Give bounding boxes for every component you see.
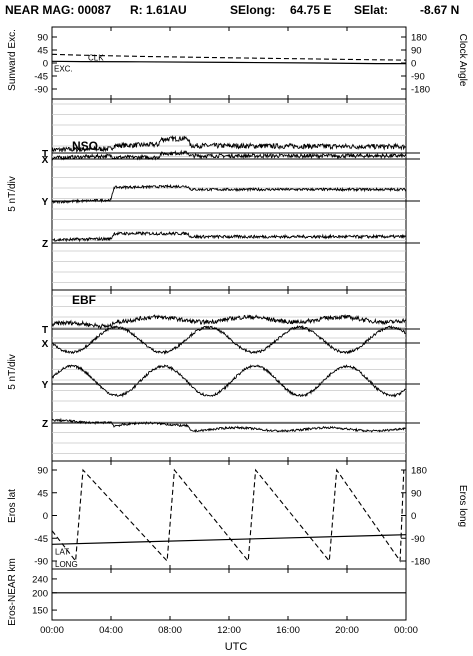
ebf-trace-t bbox=[51, 314, 407, 329]
eros-y-tick-label: 90 bbox=[37, 466, 48, 477]
nso-trace-z bbox=[51, 230, 407, 243]
eros-series-long bbox=[51, 468, 406, 563]
ebf-ylabel: 5 nT/div bbox=[7, 354, 18, 390]
long-series-label: LONG bbox=[55, 560, 78, 569]
nso-component-y: Y bbox=[42, 197, 49, 208]
angles-series-exc bbox=[51, 60, 406, 65]
eros-frame bbox=[51, 460, 407, 570]
title-selong-label: SElong: bbox=[230, 3, 275, 17]
ebf-component-t: T bbox=[42, 325, 48, 336]
angles-y-tick-label: 45 bbox=[37, 46, 48, 57]
title-selat-value: -8.67 N bbox=[420, 3, 459, 17]
angles-y-tick-label: -45 bbox=[34, 72, 48, 83]
ebf-frame bbox=[51, 289, 407, 462]
plot-area: 00:00 04:00 08:00 12:00 16:00 20:00 00:00 90 45 0… bbox=[32, 26, 430, 636]
angles-ylabel: Sunward Exc. bbox=[7, 29, 18, 91]
title-spacecraft: NEAR MAG: 00087 bbox=[5, 3, 111, 17]
distance-y-tick-label: 150 bbox=[32, 606, 48, 617]
angles-y-tick-label: 0 bbox=[43, 59, 48, 70]
ebf-trace-y bbox=[51, 364, 406, 398]
eros-y-tick-label: -90 bbox=[34, 557, 48, 568]
ebf-component-z: Z bbox=[42, 419, 48, 430]
angles-y2-tick-label: -90 bbox=[411, 72, 425, 83]
distance-y-tick-label: 200 bbox=[32, 588, 48, 599]
x-tick-label: 00:00 bbox=[40, 625, 64, 636]
ebf-component-y: Y bbox=[42, 380, 49, 391]
nso-component-t: T bbox=[42, 149, 48, 160]
eros-ylabel-right: Eros long bbox=[457, 485, 468, 527]
x-tick-label: 16:00 bbox=[276, 625, 300, 636]
x-axis-label: UTC bbox=[225, 641, 248, 653]
eros-ylabel: Eros lat bbox=[7, 489, 18, 523]
lat-series-label: LAT bbox=[55, 547, 69, 556]
angles-ylabel-right: Clock Angle bbox=[457, 34, 468, 87]
eros-y-tick-label: 0 bbox=[43, 511, 48, 522]
angles-y2-tick-label: 90 bbox=[411, 46, 422, 57]
ebf-trace-z bbox=[51, 417, 407, 433]
eros-y2-tick-label: 90 bbox=[411, 488, 422, 499]
angles-y2-tick-label: -180 bbox=[411, 85, 430, 96]
nso-trace-y bbox=[52, 183, 407, 205]
angles-y-tick-label: -90 bbox=[34, 85, 48, 96]
nso-label: NSO bbox=[72, 139, 98, 153]
nso-component-x: X bbox=[42, 155, 49, 166]
x-tick-label: 08:00 bbox=[158, 625, 182, 636]
ebf-component-x: X bbox=[42, 339, 49, 350]
exc-series-label: EXC. bbox=[54, 64, 73, 73]
nso-trace-t bbox=[51, 134, 407, 153]
clk-series-label: CLK bbox=[88, 53, 104, 62]
eros-y2-tick-label: 180 bbox=[411, 466, 427, 477]
angles-y2-tick-label: 0 bbox=[411, 59, 416, 70]
distance-y-tick-label: 240 bbox=[32, 574, 48, 585]
eros-y2-tick-label: 0 bbox=[411, 511, 416, 522]
angles-series-clk bbox=[51, 53, 407, 61]
title-selat-label: SElat: bbox=[354, 3, 388, 17]
ebf-trace-x bbox=[51, 324, 407, 355]
ebf-label: EBF bbox=[72, 293, 96, 307]
distance-frame bbox=[51, 568, 407, 621]
x-tick-label: 00:00 bbox=[394, 625, 418, 636]
x-tick-label: 04:00 bbox=[99, 625, 123, 636]
distance-ylabel: Eros-NEAR km bbox=[7, 558, 18, 626]
x-tick-label: 20:00 bbox=[335, 625, 359, 636]
nso-ylabel: 5 nT/div bbox=[7, 176, 18, 212]
nso-component-z: Z bbox=[42, 239, 48, 250]
x-tick-label: 12:00 bbox=[217, 625, 241, 636]
eros-series-lat bbox=[51, 534, 407, 545]
eros-y-tick-label: 45 bbox=[37, 488, 48, 499]
angles-y-tick-label: 90 bbox=[37, 33, 48, 44]
nso-trace-x bbox=[51, 149, 407, 161]
eros-y2-tick-label: -180 bbox=[411, 557, 430, 568]
title-selong-value: 64.75 E bbox=[290, 3, 331, 17]
eros-y2-tick-label: -90 bbox=[411, 534, 425, 545]
angles-y2-tick-label: 180 bbox=[411, 33, 427, 44]
eros-y-tick-label: -45 bbox=[34, 534, 48, 545]
title-range: R: 1.61AU bbox=[130, 3, 187, 17]
